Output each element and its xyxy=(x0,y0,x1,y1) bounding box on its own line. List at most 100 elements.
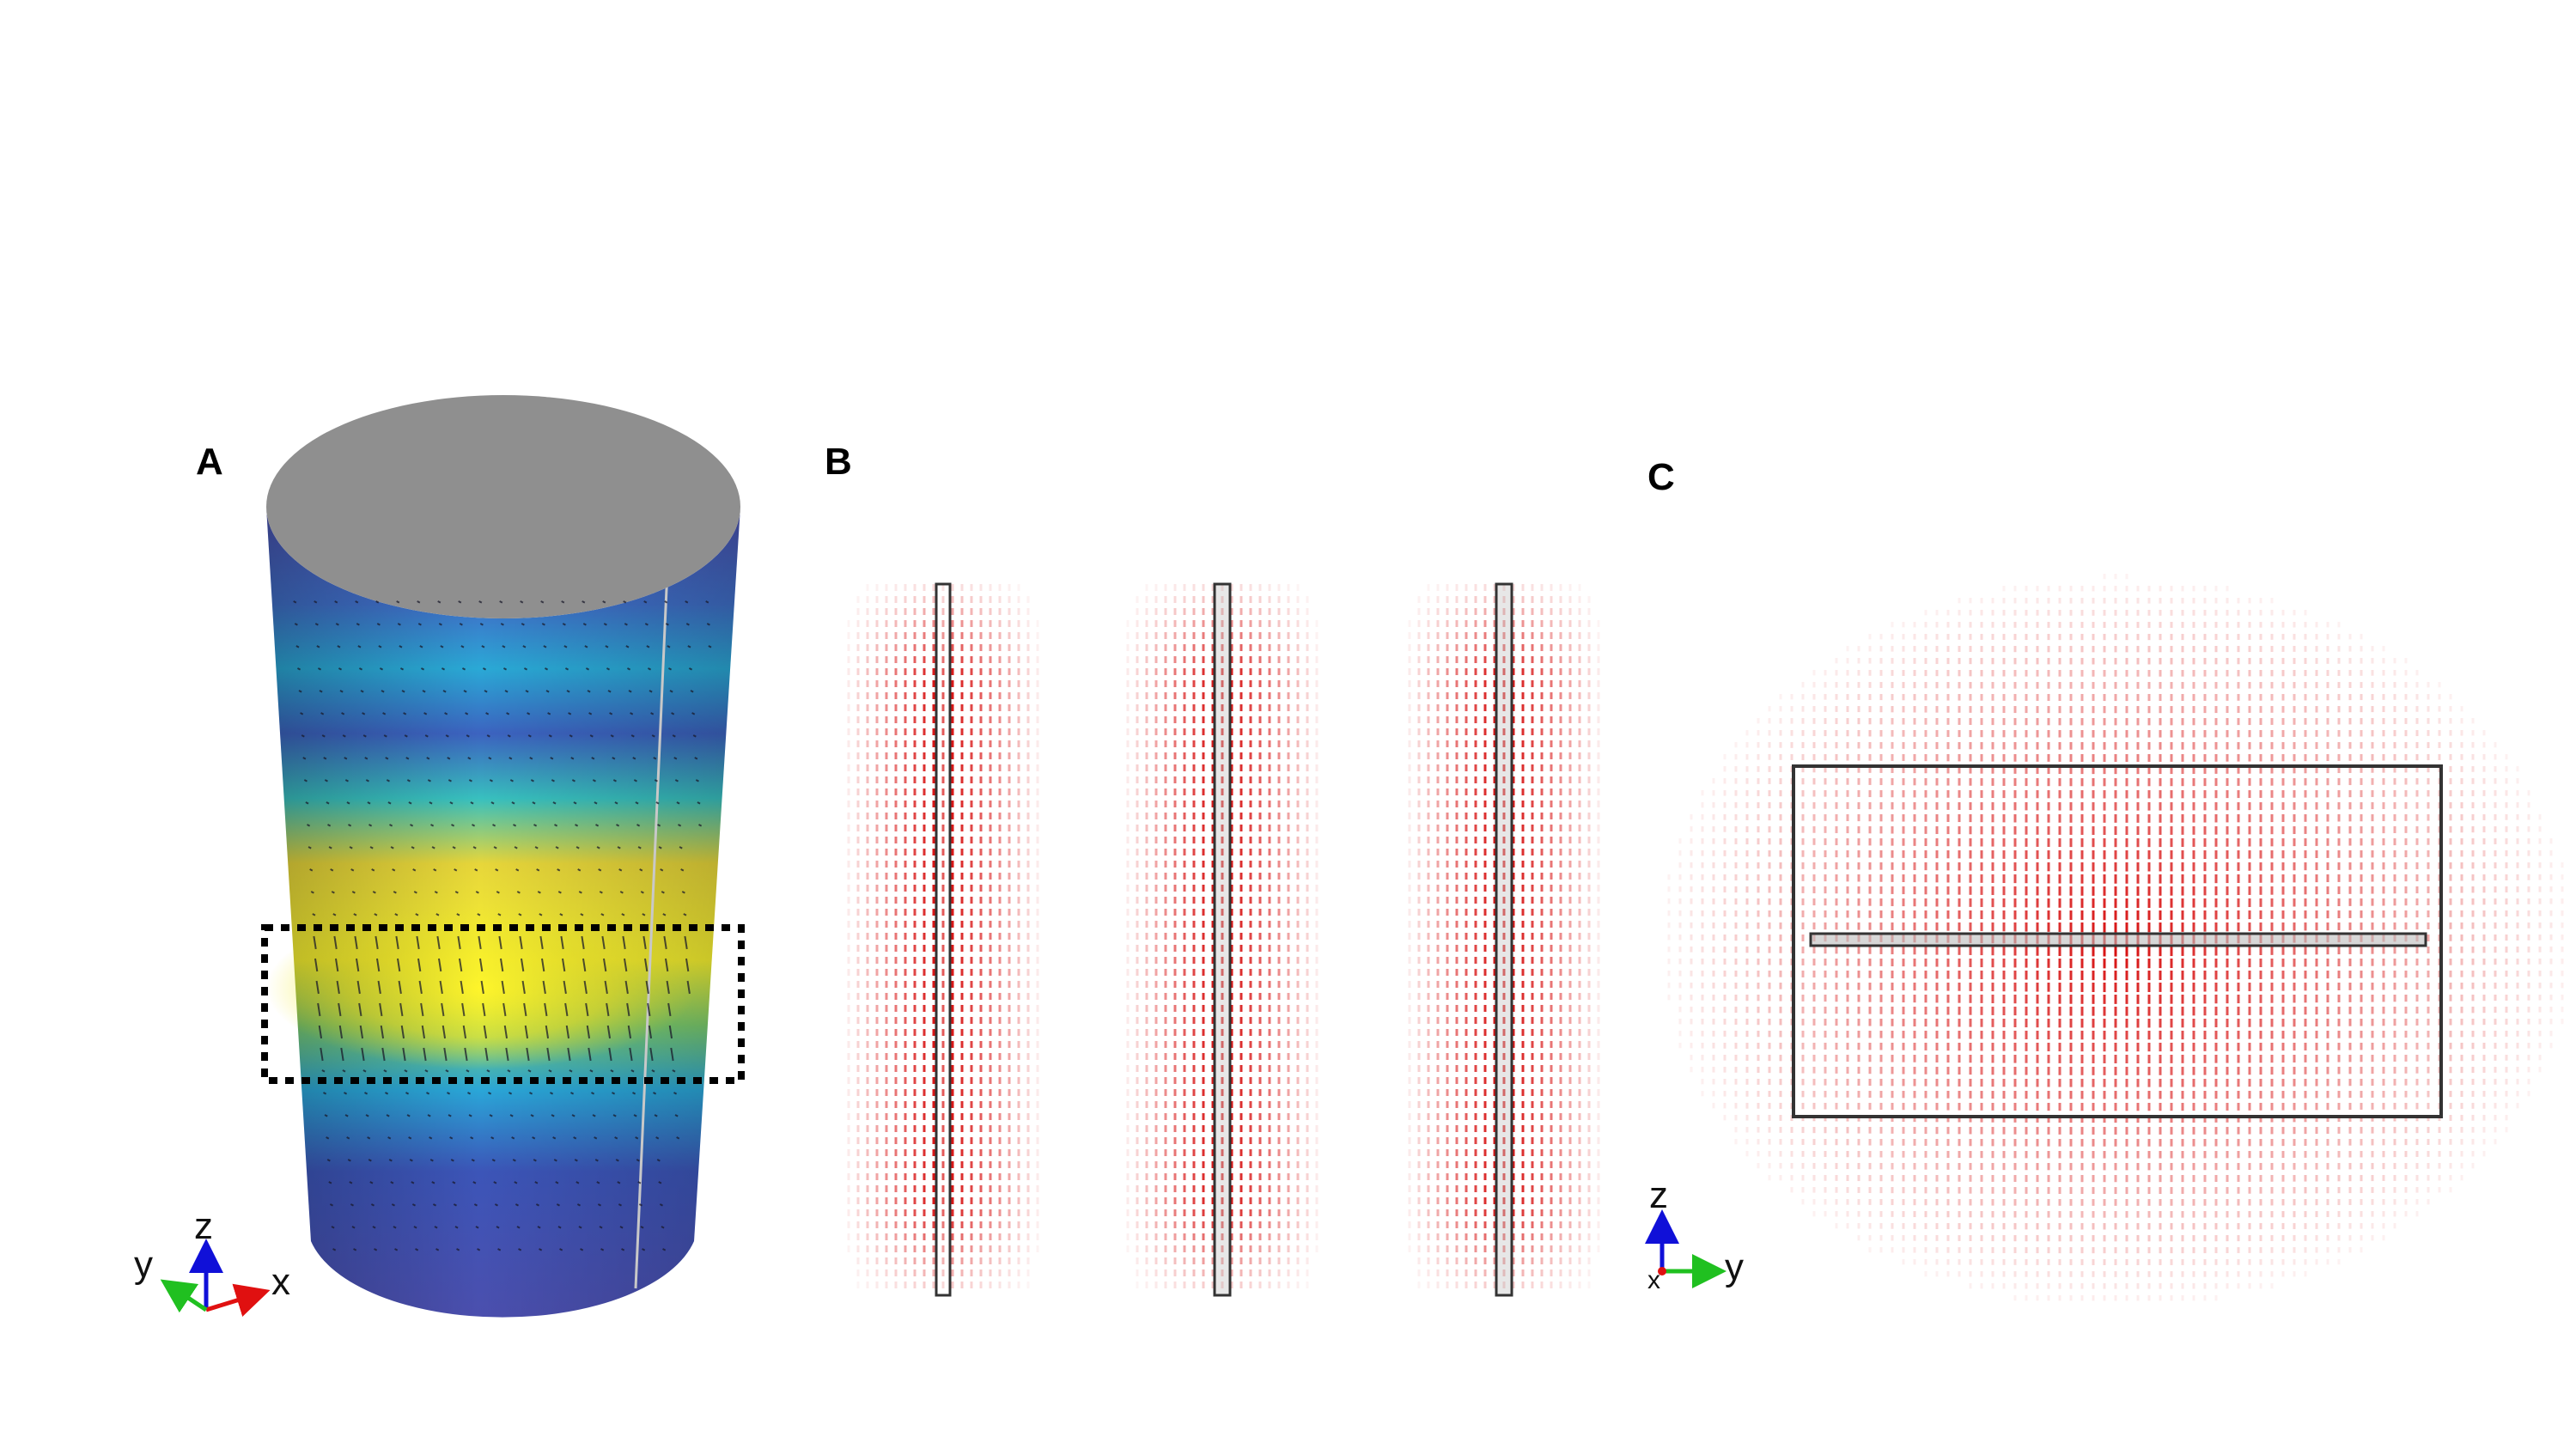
field-arrow xyxy=(581,935,585,950)
field-arrow xyxy=(437,600,442,604)
field-arrow xyxy=(356,958,360,972)
field-arrow xyxy=(413,1226,417,1229)
field-arrow xyxy=(500,958,504,972)
field-arrow xyxy=(396,600,400,604)
field-arrow xyxy=(493,1181,497,1184)
field-arrow xyxy=(529,1092,533,1095)
field-arrow xyxy=(397,623,401,626)
field-arrow xyxy=(390,846,394,849)
field-arrow xyxy=(448,1114,452,1117)
field-arrow xyxy=(416,935,420,950)
field-arrow xyxy=(585,667,590,671)
field-arrow xyxy=(509,757,513,760)
field-arrow xyxy=(566,690,570,693)
field-arrow xyxy=(317,1002,321,1017)
field-arrow xyxy=(515,1203,519,1207)
field-arrow xyxy=(632,757,636,760)
field-arrow xyxy=(674,779,679,782)
field-arrow xyxy=(600,1248,605,1251)
surface-field-arrows xyxy=(293,600,712,1251)
field-arrow xyxy=(335,958,339,972)
field-arrow xyxy=(466,734,470,738)
field-arrow xyxy=(658,1181,662,1184)
field-arrow xyxy=(525,690,529,693)
field-arrow xyxy=(294,623,298,626)
field-arrow xyxy=(382,712,387,715)
field-arrow xyxy=(481,645,485,648)
field-arrow xyxy=(293,600,297,604)
field-arrow xyxy=(460,980,464,995)
panel-a-label: A xyxy=(196,441,223,483)
field-arrow xyxy=(461,667,466,671)
field-arrow xyxy=(390,1181,394,1184)
field-arrow xyxy=(574,1159,578,1162)
field-arrow xyxy=(589,1069,594,1073)
field-arrow xyxy=(660,868,664,872)
field-arrow xyxy=(314,623,319,626)
field-arrow xyxy=(501,980,505,995)
field-arrow xyxy=(496,1226,500,1229)
field-arrow xyxy=(376,958,381,972)
field-arrow xyxy=(454,891,459,894)
field-arrow xyxy=(450,1159,454,1162)
field-arrow xyxy=(456,1248,460,1251)
cylinder-top xyxy=(266,395,740,618)
field-arrow xyxy=(612,1092,616,1095)
field-arrow xyxy=(447,1092,451,1095)
field-arrow xyxy=(475,891,479,894)
field-arrow xyxy=(624,623,628,626)
field-arrow xyxy=(602,600,606,604)
field-arrow xyxy=(587,690,591,693)
field-arrow xyxy=(559,1248,563,1251)
field-arrow xyxy=(680,868,685,872)
field-arrow xyxy=(583,980,588,995)
field-arrow xyxy=(486,1069,490,1073)
field-arrow xyxy=(346,801,350,805)
field-arrow xyxy=(314,600,318,604)
field-arrow xyxy=(332,1248,337,1251)
field-arrow xyxy=(568,712,572,715)
field-arrow xyxy=(438,958,442,972)
field-arrow xyxy=(402,1047,406,1062)
field-arrow xyxy=(522,645,527,648)
field-arrow xyxy=(537,891,541,894)
field-arrow xyxy=(411,1181,415,1184)
field-arrow xyxy=(449,1136,454,1140)
field-arrow xyxy=(688,667,693,671)
field-arrow xyxy=(511,801,515,805)
field-arrow xyxy=(550,1092,554,1095)
field-arrow xyxy=(411,1203,416,1207)
field-arrow xyxy=(588,712,593,715)
field-arrow xyxy=(654,1114,658,1117)
axis-y-label: y xyxy=(134,1244,153,1286)
field-arrow xyxy=(472,824,476,827)
field-arrow xyxy=(606,1025,612,1039)
field-arrow xyxy=(615,1159,619,1162)
field-arrow xyxy=(604,980,608,995)
field-arrow xyxy=(429,801,433,805)
field-arrow xyxy=(636,824,641,827)
field-arrow xyxy=(527,1069,532,1073)
field-arrow xyxy=(502,667,508,671)
field-arrow xyxy=(335,623,339,626)
axis-z-label: z xyxy=(194,1205,213,1247)
field-arrow xyxy=(533,824,538,827)
field-arrow xyxy=(618,868,623,872)
field-arrow xyxy=(526,1047,530,1062)
field-arrow xyxy=(342,734,346,738)
field-arrow xyxy=(369,846,374,849)
field-arrow xyxy=(370,1203,375,1207)
field-arrow xyxy=(344,779,349,782)
field-arrow xyxy=(452,1181,456,1184)
field-arrow xyxy=(438,623,442,626)
field-arrow xyxy=(544,667,549,671)
field-arrow xyxy=(417,958,422,972)
field-arrow xyxy=(313,935,317,950)
field-arrow xyxy=(351,1226,356,1229)
field-arrow xyxy=(619,1226,624,1229)
field-arrow xyxy=(589,734,594,738)
field-arrow xyxy=(633,1114,637,1117)
field-arrow xyxy=(669,690,673,693)
field-arrow xyxy=(509,779,514,782)
field-arrow xyxy=(381,690,385,693)
